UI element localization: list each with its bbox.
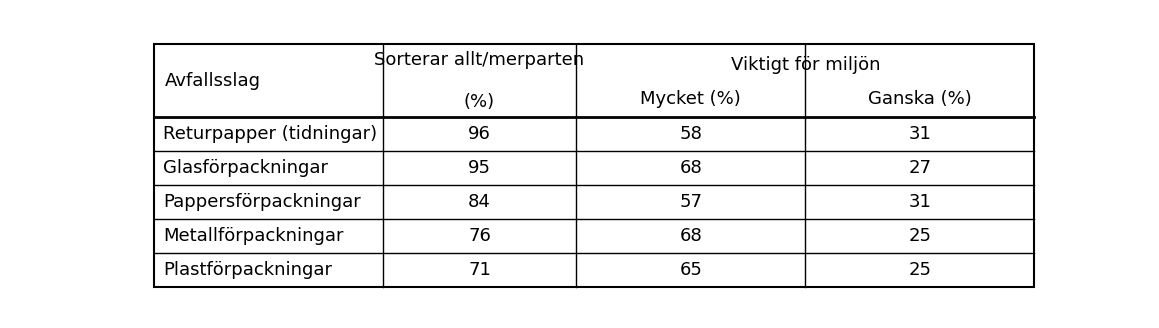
Text: 57: 57 — [679, 193, 702, 211]
Text: 71: 71 — [468, 261, 491, 279]
Text: 31: 31 — [909, 125, 931, 143]
Text: Plastförpackningar: Plastförpackningar — [163, 261, 331, 279]
Text: Mycket (%): Mycket (%) — [641, 90, 742, 108]
Text: Pappersförpackningar: Pappersförpackningar — [163, 193, 360, 211]
Text: 31: 31 — [909, 193, 931, 211]
Text: Ganska (%): Ganska (%) — [868, 90, 971, 108]
Text: 95: 95 — [468, 159, 491, 177]
Text: 76: 76 — [468, 227, 491, 245]
Text: 25: 25 — [909, 261, 931, 279]
Text: 84: 84 — [468, 193, 491, 211]
Text: Avfallsslag: Avfallsslag — [166, 72, 261, 90]
Text: 27: 27 — [909, 159, 931, 177]
Text: 68: 68 — [679, 227, 702, 245]
Text: Glasförpackningar: Glasförpackningar — [163, 159, 328, 177]
Text: Returpapper (tidningar): Returpapper (tidningar) — [163, 125, 377, 143]
Text: Sorterar allt/merparten

(%): Sorterar allt/merparten (%) — [374, 51, 584, 111]
Text: 25: 25 — [909, 227, 931, 245]
Text: 96: 96 — [468, 125, 491, 143]
Text: 58: 58 — [679, 125, 702, 143]
Text: 68: 68 — [679, 159, 702, 177]
Text: 65: 65 — [679, 261, 702, 279]
Text: Metallförpackningar: Metallförpackningar — [163, 227, 343, 245]
Text: Viktigt för miljön: Viktigt för miljön — [730, 56, 880, 74]
